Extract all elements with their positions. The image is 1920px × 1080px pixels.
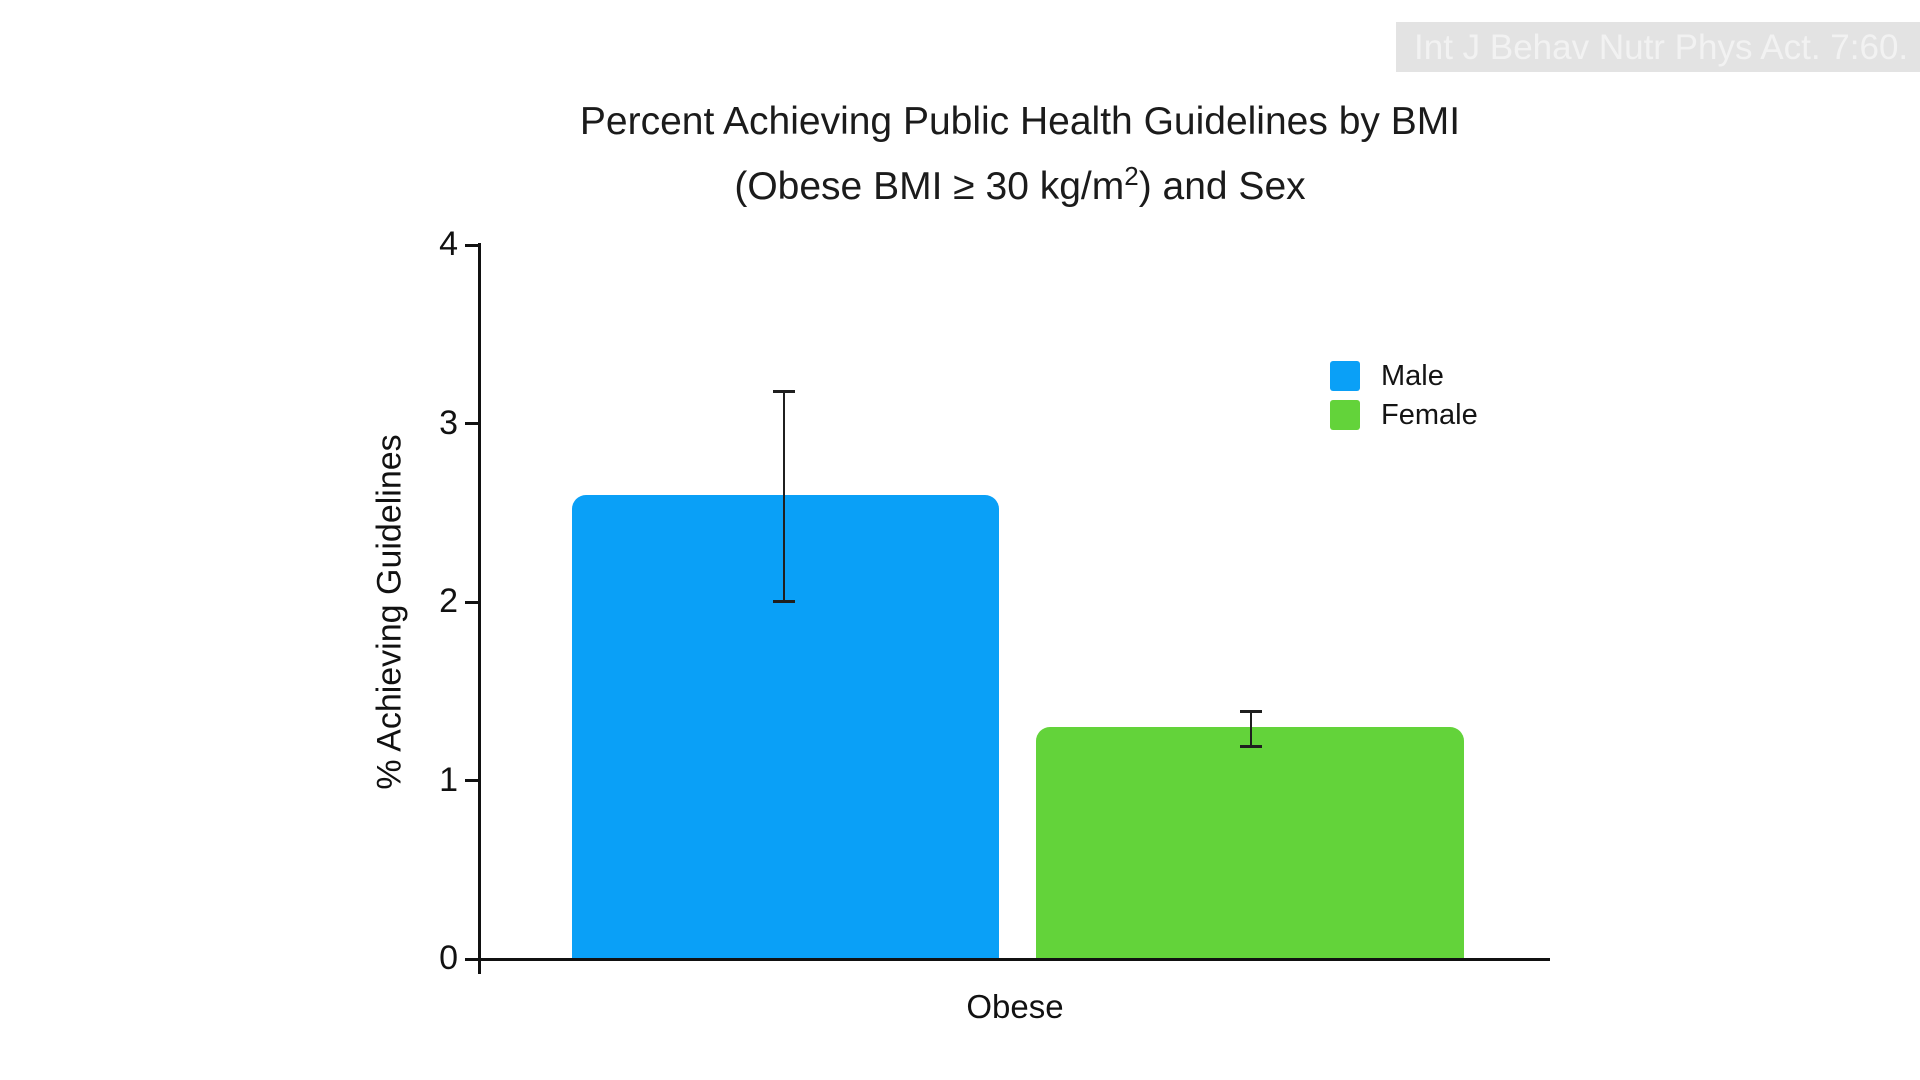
legend-item-female: Female	[1330, 400, 1478, 430]
y-tick-mark	[465, 243, 481, 247]
y-axis-line	[478, 243, 481, 974]
y-tick-label: 1	[439, 760, 458, 799]
y-tick-mark	[465, 600, 481, 604]
y-tick-label: 4	[439, 225, 458, 263]
legend-label-male: Male	[1381, 360, 1444, 392]
legend-item-male: Male	[1330, 361, 1478, 391]
bar-male	[572, 494, 999, 959]
errorbar-female	[1250, 710, 1252, 747]
y-tick-label: 3	[439, 403, 458, 442]
chart-title-line2-post: ) and Sex	[1138, 165, 1306, 208]
y-tick-label: 0	[439, 939, 458, 977]
legend-label-female: Female	[1381, 399, 1478, 431]
legend-swatch-female-icon	[1330, 400, 1360, 430]
legend-swatch-male-icon	[1330, 361, 1360, 391]
bar-female	[1036, 726, 1464, 959]
y-tick-label: 2	[439, 582, 458, 620]
y-axis-title: % Achieving Guidelines	[370, 434, 409, 790]
y-tick-mark	[465, 779, 481, 782]
legend: Male Female	[1330, 361, 1478, 439]
chart-title: Percent Achieving Public Health Guidelin…	[415, 94, 1625, 214]
x-axis-line	[478, 958, 1550, 961]
y-tick-mark	[465, 422, 481, 425]
chart-title-line2-pre: (Obese BMI ≥ 30 kg/m	[734, 165, 1125, 208]
chart-title-line1: Percent Achieving Public Health Guidelin…	[579, 100, 1461, 143]
journal-watermark: Int J Behav Nutr Phys Act. 7:60.	[1396, 22, 1920, 72]
errorbar-male	[783, 391, 785, 602]
x-axis-category-label: Obese	[966, 988, 1064, 1025]
plot-area: Obese 0 1 2 3 4	[439, 225, 1550, 1025]
chart-title-superscript: 2	[1124, 161, 1139, 191]
chart-title-line2: (Obese BMI ≥ 30 kg/m2) and Sex	[415, 149, 1625, 214]
y-tick-mark	[465, 957, 481, 961]
